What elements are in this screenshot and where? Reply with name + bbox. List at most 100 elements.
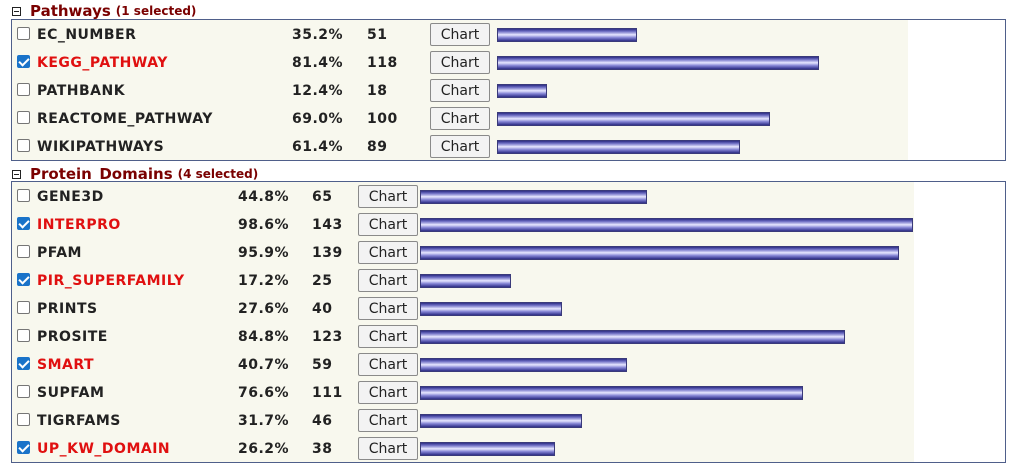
table-row: UP_KW_DOMAIN 26.2% 38 Chart bbox=[12, 435, 1005, 463]
chart-button[interactable]: Chart bbox=[430, 79, 490, 102]
chart-button[interactable]: Chart bbox=[358, 409, 418, 432]
coverage-bar bbox=[497, 84, 547, 98]
coverage-bar bbox=[420, 274, 511, 288]
table-row: PATHBANK 12.4% 18 Chart bbox=[12, 77, 1005, 105]
gene-count: 40 bbox=[312, 301, 333, 317]
row-checkbox[interactable] bbox=[17, 441, 30, 454]
chart-button[interactable]: Chart bbox=[358, 381, 418, 404]
chart-button[interactable]: Chart bbox=[430, 23, 490, 46]
selected-count: (1 selected) bbox=[115, 4, 197, 18]
row-checkbox[interactable] bbox=[17, 245, 30, 258]
coverage-percent: 17.2% bbox=[238, 273, 290, 289]
section-title: Pathways bbox=[30, 2, 111, 20]
section-header-protein-domains: Protein_Domains (4 selected) bbox=[12, 165, 258, 183]
coverage-percent: 69.0% bbox=[292, 111, 344, 127]
row-checkbox[interactable] bbox=[17, 329, 30, 342]
category-name: EC_NUMBER bbox=[37, 27, 137, 43]
category-name: PATHBANK bbox=[37, 83, 126, 99]
table-row: PROSITE 84.8% 123 Chart bbox=[12, 323, 1005, 351]
gene-count: 46 bbox=[312, 413, 333, 429]
category-name: INTERPRO bbox=[37, 217, 121, 233]
chart-button[interactable]: Chart bbox=[430, 107, 490, 130]
table-row: REACTOME_PATHWAY 69.0% 100 Chart bbox=[12, 105, 1005, 133]
category-name: UP_KW_DOMAIN bbox=[37, 441, 171, 457]
chart-button[interactable]: Chart bbox=[430, 51, 490, 74]
row-checkbox[interactable] bbox=[17, 413, 30, 426]
row-checkbox[interactable] bbox=[17, 301, 30, 314]
coverage-percent: 26.2% bbox=[238, 441, 290, 457]
row-checkbox[interactable] bbox=[17, 27, 30, 40]
row-checkbox[interactable] bbox=[17, 273, 30, 286]
coverage-bar bbox=[420, 302, 562, 316]
coverage-bar bbox=[420, 386, 803, 400]
chart-button[interactable]: Chart bbox=[430, 135, 490, 158]
row-checkbox[interactable] bbox=[17, 111, 30, 124]
category-name: TIGRFAMS bbox=[37, 413, 121, 429]
category-name: PRINTS bbox=[37, 301, 98, 317]
gene-count: 65 bbox=[312, 189, 333, 205]
category-name: SMART bbox=[37, 357, 95, 373]
section-header-pathways: Pathways (1 selected) bbox=[12, 2, 196, 20]
collapse-toggle-icon[interactable] bbox=[12, 169, 21, 179]
coverage-bar bbox=[420, 218, 913, 232]
chart-button[interactable]: Chart bbox=[358, 269, 418, 292]
table-row: TIGRFAMS 31.7% 46 Chart bbox=[12, 407, 1005, 435]
category-name: REACTOME_PATHWAY bbox=[37, 111, 213, 127]
category-name: SUPFAM bbox=[37, 385, 105, 401]
coverage-bar bbox=[420, 190, 647, 204]
category-name: PIR_SUPERFAMILY bbox=[37, 273, 185, 289]
table-row: EC_NUMBER 35.2% 51 Chart bbox=[12, 21, 1005, 49]
gene-count: 38 bbox=[312, 441, 333, 457]
row-checkbox[interactable] bbox=[17, 189, 30, 202]
table-row: GENE3D 44.8% 65 Chart bbox=[12, 183, 1005, 211]
coverage-percent: 76.6% bbox=[238, 385, 290, 401]
coverage-bar bbox=[497, 28, 637, 42]
chart-button[interactable]: Chart bbox=[358, 241, 418, 264]
gene-count: 118 bbox=[367, 55, 398, 71]
gene-count: 59 bbox=[312, 357, 333, 373]
chart-button[interactable]: Chart bbox=[358, 185, 418, 208]
chart-button[interactable]: Chart bbox=[358, 297, 418, 320]
chart-button[interactable]: Chart bbox=[358, 353, 418, 376]
row-checkbox[interactable] bbox=[17, 139, 30, 152]
gene-count: 123 bbox=[312, 329, 343, 345]
chart-button[interactable]: Chart bbox=[358, 437, 418, 460]
category-name: PFAM bbox=[37, 245, 82, 261]
table-row: PIR_SUPERFAMILY 17.2% 25 Chart bbox=[12, 267, 1005, 295]
collapse-toggle-icon[interactable] bbox=[12, 6, 21, 16]
gene-count: 89 bbox=[367, 139, 388, 155]
coverage-percent: 84.8% bbox=[238, 329, 290, 345]
row-checkbox[interactable] bbox=[17, 83, 30, 96]
gene-count: 25 bbox=[312, 273, 333, 289]
table-row: SUPFAM 76.6% 111 Chart bbox=[12, 379, 1005, 407]
gene-count: 18 bbox=[367, 83, 388, 99]
table-row: PRINTS 27.6% 40 Chart bbox=[12, 295, 1005, 323]
category-name: GENE3D bbox=[37, 189, 104, 205]
coverage-percent: 44.8% bbox=[238, 189, 290, 205]
table-row: SMART 40.7% 59 Chart bbox=[12, 351, 1005, 379]
coverage-bar bbox=[497, 56, 819, 70]
gene-count: 51 bbox=[367, 27, 388, 43]
coverage-bar bbox=[420, 358, 627, 372]
row-checkbox[interactable] bbox=[17, 357, 30, 370]
coverage-bar bbox=[420, 330, 845, 344]
chart-button[interactable]: Chart bbox=[358, 325, 418, 348]
coverage-percent: 27.6% bbox=[238, 301, 290, 317]
row-checkbox[interactable] bbox=[17, 55, 30, 68]
coverage-percent: 35.2% bbox=[292, 27, 344, 43]
coverage-bar bbox=[497, 112, 770, 126]
coverage-percent: 31.7% bbox=[238, 413, 290, 429]
table-row: PFAM 95.9% 139 Chart bbox=[12, 239, 1005, 267]
selected-count: (4 selected) bbox=[177, 167, 259, 181]
chart-button[interactable]: Chart bbox=[358, 213, 418, 236]
gene-count: 143 bbox=[312, 217, 343, 233]
category-name: WIKIPATHWAYS bbox=[37, 139, 165, 155]
gene-count: 111 bbox=[312, 385, 343, 401]
gene-count: 139 bbox=[312, 245, 343, 261]
row-checkbox[interactable] bbox=[17, 217, 30, 230]
gene-count: 100 bbox=[367, 111, 398, 127]
coverage-bar bbox=[420, 246, 899, 260]
table-row: KEGG_PATHWAY 81.4% 118 Chart bbox=[12, 49, 1005, 77]
coverage-bar bbox=[497, 140, 740, 154]
row-checkbox[interactable] bbox=[17, 385, 30, 398]
